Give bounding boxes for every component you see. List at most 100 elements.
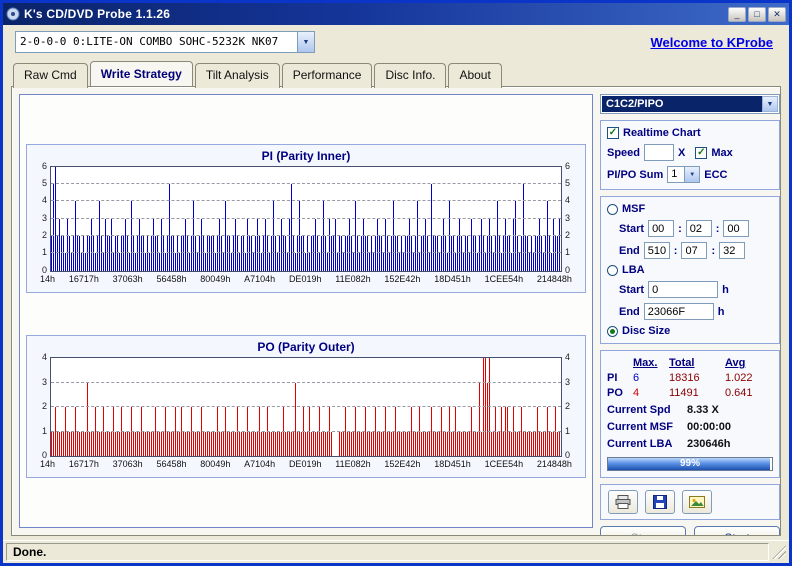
image-icon	[689, 495, 705, 509]
resize-grip[interactable]	[772, 545, 786, 559]
minimize-button[interactable]: _	[728, 7, 746, 22]
gridline	[51, 235, 561, 236]
bar	[169, 432, 170, 457]
mode-combo[interactable]: C1C2/PIPO ▼	[600, 94, 780, 114]
save-button[interactable]	[645, 490, 675, 514]
bar	[387, 236, 388, 271]
bar	[67, 432, 68, 457]
bar	[375, 407, 376, 456]
bar	[343, 253, 344, 270]
x-tick-label: 80049h	[200, 459, 230, 469]
bar	[317, 236, 318, 271]
bar	[489, 219, 490, 271]
chevron-down-icon[interactable]: ▼	[297, 32, 314, 52]
bar	[473, 432, 474, 457]
current-msf-label: Current MSF	[607, 421, 687, 433]
chevron-down-icon[interactable]: ▼	[762, 96, 778, 112]
bar	[145, 253, 146, 270]
bar	[459, 219, 460, 271]
pipo-sum-value: 1	[668, 167, 684, 182]
bar	[477, 253, 478, 270]
bar	[413, 253, 414, 270]
bar	[101, 236, 102, 271]
bar	[373, 432, 374, 457]
pipo-sum-combo[interactable]: 1 ▼	[667, 166, 700, 183]
bar	[65, 253, 66, 270]
bar	[483, 358, 484, 456]
y-tick-label: 4	[42, 352, 47, 362]
msf-start-min[interactable]	[648, 220, 674, 237]
bar	[483, 236, 484, 271]
stop-button[interactable]: Stop	[600, 526, 686, 536]
bar	[451, 432, 452, 457]
bar	[285, 432, 286, 457]
lba-radio[interactable]	[607, 265, 618, 276]
bar	[151, 236, 152, 271]
bar	[157, 236, 158, 271]
bar	[481, 219, 482, 271]
bar	[203, 432, 204, 457]
chart-toolbar	[600, 484, 780, 520]
start-button[interactable]: Start	[694, 526, 780, 536]
bar	[311, 432, 312, 457]
bar	[555, 407, 556, 456]
lba-end-input[interactable]	[644, 303, 714, 320]
max-checkbox[interactable]: ✓	[695, 147, 707, 159]
bar	[175, 253, 176, 270]
msf-end-min[interactable]	[644, 242, 670, 259]
welcome-kprobe-link[interactable]: Welcome to KProbe	[650, 35, 773, 50]
msf-end-frame[interactable]	[719, 242, 745, 259]
export-image-button[interactable]	[682, 490, 712, 514]
realtime-chart-checkbox[interactable]: ✓	[607, 127, 619, 139]
lba-start-input[interactable]	[648, 281, 718, 298]
tab-tilt-analysis[interactable]: Tilt Analysis	[195, 63, 280, 88]
y-tick-label: 4	[42, 195, 47, 205]
print-button[interactable]	[608, 490, 638, 514]
bar	[245, 253, 246, 270]
x-tick-label: A7104h	[244, 459, 275, 469]
chevron-down-icon[interactable]: ▼	[684, 167, 699, 182]
bar	[69, 432, 70, 457]
bar	[187, 236, 188, 271]
speed-input[interactable]	[644, 144, 674, 161]
bar	[413, 432, 414, 457]
bar	[301, 236, 302, 271]
msf-radio[interactable]	[607, 204, 618, 215]
drive-select-combo[interactable]: 2-0-0-0 0:LITE-ON COMBO SOHC-5232K NK07 …	[15, 31, 315, 53]
msf-end-sec[interactable]	[681, 242, 707, 259]
bar	[555, 236, 556, 271]
bar	[221, 432, 222, 457]
bar	[339, 432, 340, 457]
close-button[interactable]: ✕	[768, 7, 786, 22]
bar	[103, 253, 104, 270]
bar	[461, 236, 462, 271]
bar	[319, 407, 320, 456]
bar	[361, 236, 362, 271]
bar	[179, 432, 180, 457]
bar	[365, 236, 366, 271]
tab-raw-cmd[interactable]: Raw Cmd	[13, 63, 88, 88]
tab-write-strategy[interactable]: Write Strategy	[90, 61, 193, 86]
bar	[479, 383, 480, 457]
disc-size-radio[interactable]	[607, 326, 618, 337]
x-tick-label: 214848h	[537, 274, 572, 284]
bar	[81, 432, 82, 457]
tab-performance[interactable]: Performance	[282, 63, 373, 88]
bar	[319, 253, 320, 270]
bar	[159, 253, 160, 270]
bar	[367, 236, 368, 271]
bar	[559, 219, 560, 271]
tab-about[interactable]: About	[448, 63, 501, 88]
bar	[219, 219, 220, 271]
msf-start-frame[interactable]	[723, 220, 749, 237]
bar	[177, 236, 178, 271]
maximize-button[interactable]: □	[748, 7, 766, 22]
msf-start-sec[interactable]	[686, 220, 712, 237]
bar	[437, 432, 438, 457]
bar	[169, 184, 170, 271]
bar	[209, 236, 210, 271]
gridline	[51, 166, 561, 167]
tab-disc-info[interactable]: Disc Info.	[374, 63, 446, 88]
bar	[175, 407, 176, 456]
bar	[469, 253, 470, 270]
